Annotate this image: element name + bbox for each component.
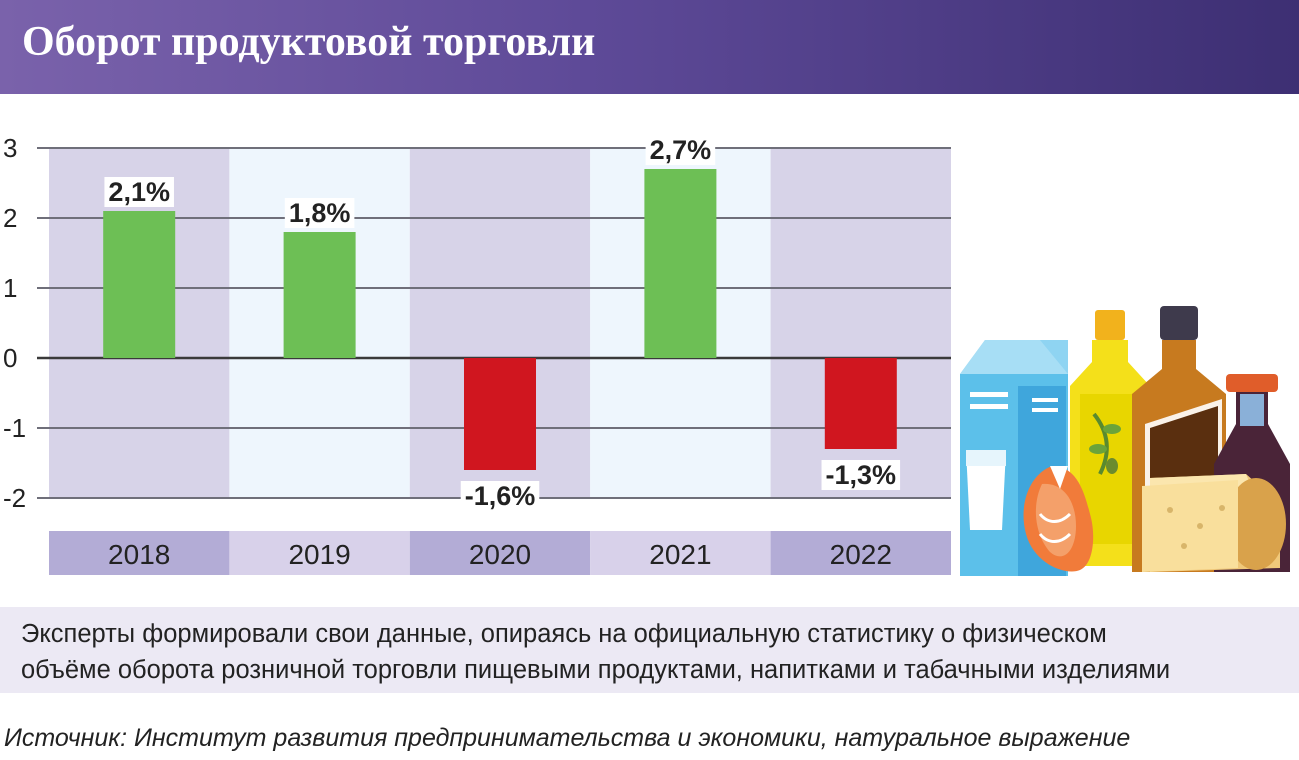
data-label: 2,7% xyxy=(650,135,712,165)
data-label-background xyxy=(821,460,901,490)
data-label: -1,3% xyxy=(826,460,897,490)
food-products-illustration xyxy=(960,306,1290,576)
category-cell xyxy=(229,531,410,575)
bar xyxy=(644,169,717,358)
category-cell xyxy=(770,531,951,575)
data-label: 1,8% xyxy=(289,198,351,228)
y-tick-label: 3 xyxy=(3,133,17,163)
category-cell xyxy=(409,531,591,575)
data-label-background xyxy=(104,177,174,207)
y-tick-label: -1 xyxy=(3,413,26,443)
bar xyxy=(103,211,176,358)
y-tick-label: 1 xyxy=(3,273,17,303)
category-label: 2018 xyxy=(108,539,170,570)
bars xyxy=(103,169,897,470)
footnote-line-1: Эксперты формировали свои данные, опирая… xyxy=(21,620,1107,648)
data-label-background xyxy=(645,135,716,165)
y-tick-label: 0 xyxy=(3,343,17,373)
data-labels: 2,1% 1,8% -1,6% 2,7% -1,3% xyxy=(104,135,901,511)
category-label: 2019 xyxy=(288,539,350,570)
bar-chart: 3 2 1 0 -1 -2 2,1% 1,8% -1,6% 2,7% -1,3% 2018 2019… xyxy=(3,133,1290,576)
category-label: 2022 xyxy=(830,539,892,570)
category-cell xyxy=(590,531,771,575)
data-label: 2,1% xyxy=(108,177,170,207)
y-tick-label: -2 xyxy=(3,483,26,513)
footnote: Эксперты формировали свои данные, опирая… xyxy=(0,607,1299,693)
bar xyxy=(464,358,536,470)
category-label: 2021 xyxy=(649,539,711,570)
data-label: -1,6% xyxy=(465,481,536,511)
bar xyxy=(283,232,356,358)
chart-title: Оборот продуктовой торговли xyxy=(22,19,596,65)
data-label-background xyxy=(460,481,540,511)
y-axis-ticks: 3 2 1 0 -1 -2 xyxy=(3,133,26,513)
category-axis: 2018 2019 2020 2021 2022 xyxy=(49,531,951,575)
y-tick-label: 2 xyxy=(3,203,17,233)
footnote-line-2: объёме оборота розничной торговли пищевы… xyxy=(21,656,1171,684)
bar xyxy=(824,358,897,449)
category-cell xyxy=(49,531,230,575)
category-label: 2020 xyxy=(469,539,531,570)
header-bar: Оборот продуктовой торговли xyxy=(0,0,1299,94)
data-label-background xyxy=(284,198,355,228)
source-line: Источник: Институт развития предпринимат… xyxy=(4,724,1131,752)
